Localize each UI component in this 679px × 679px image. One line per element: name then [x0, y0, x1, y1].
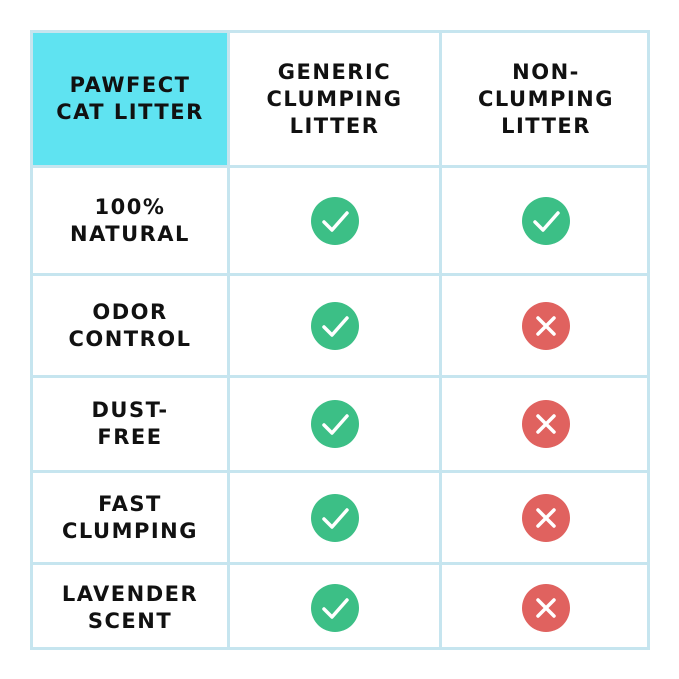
- value-cell: [230, 565, 442, 650]
- cell-text: 100%: [94, 194, 166, 219]
- cell-text: CONTROL: [68, 326, 192, 351]
- value-cell: [230, 276, 442, 378]
- header-cell: PAWFECT CAT LITTER: [33, 33, 230, 168]
- check-icon: [310, 583, 359, 632]
- check-icon: [310, 400, 359, 448]
- cell-text: PAWFECT: [69, 73, 191, 97]
- cell-text: CAT LITTER: [56, 100, 204, 124]
- header-cell: NON- CLUMPING LITTER: [442, 33, 650, 168]
- value-cell: [442, 276, 650, 378]
- cell-text: SCENT: [87, 608, 173, 633]
- cell-text: NATURAL: [70, 221, 190, 246]
- cell-text: LITTER: [501, 113, 591, 138]
- feature-cell: FAST CLUMPING: [33, 473, 230, 565]
- feature-cell: 100% NATURAL: [33, 168, 230, 276]
- comparison-table: PAWFECT CAT LITTER GENERIC CLUMPING LITTER NO…: [30, 30, 650, 650]
- feature-cell: DUST- FREE: [33, 378, 230, 473]
- cell-text: LITTER: [289, 113, 380, 138]
- check-icon: [522, 196, 570, 245]
- check-icon: [310, 196, 359, 245]
- value-cell: [442, 473, 650, 565]
- cell-text: GENERIC: [277, 59, 392, 84]
- check-icon: [310, 493, 359, 542]
- header-cell: GENERIC CLUMPING LITTER: [230, 33, 442, 168]
- cell-text: CLUMPING: [266, 86, 403, 111]
- cross-icon: [522, 301, 570, 350]
- cross-icon: [522, 583, 570, 632]
- check-icon: [310, 301, 359, 350]
- value-cell: [230, 378, 442, 473]
- feature-cell: ODOR CONTROL: [33, 276, 230, 378]
- value-cell: [442, 378, 650, 473]
- cell-text: DUST-: [91, 398, 169, 422]
- cell-text: CLUMPING: [61, 518, 198, 543]
- cell-text: LAVENDER: [61, 581, 199, 606]
- value-cell: [442, 168, 650, 276]
- feature-cell: LAVENDER SCENT: [33, 565, 230, 650]
- cell-text: NON-: [512, 59, 580, 84]
- cell-text: ODOR: [92, 299, 168, 324]
- cell-text: FREE: [97, 425, 163, 449]
- cross-icon: [522, 493, 570, 542]
- value-cell: [442, 565, 650, 650]
- cross-icon: [522, 400, 570, 448]
- cell-text: FAST: [98, 491, 162, 516]
- cell-text: CLUMPING: [477, 86, 614, 111]
- value-cell: [230, 473, 442, 565]
- value-cell: [230, 168, 442, 276]
